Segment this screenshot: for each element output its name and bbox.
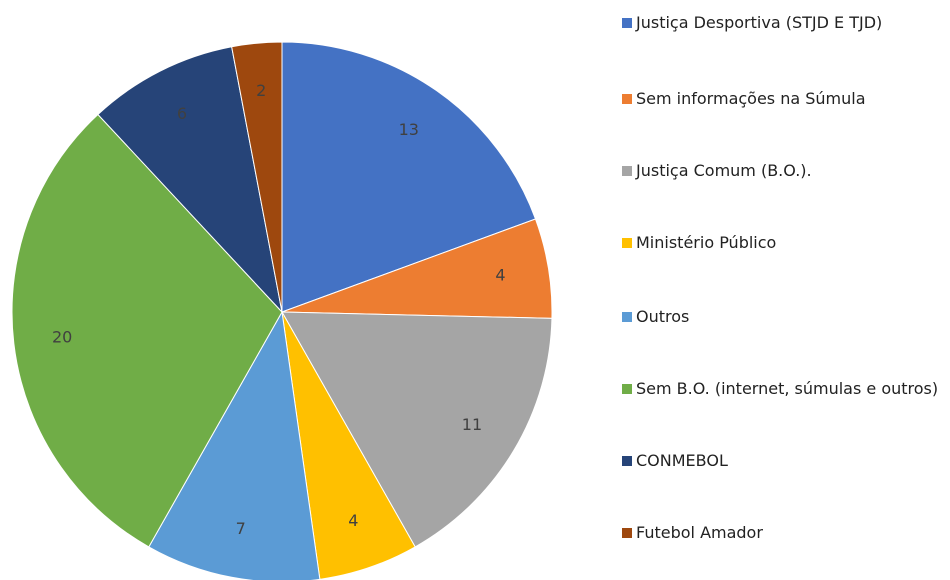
legend-swatch (622, 166, 632, 176)
pie-slice (97, 46, 283, 314)
legend-swatch (622, 456, 632, 466)
legend-item: Outros (622, 306, 940, 328)
legend-swatch (622, 94, 632, 104)
data-label: 4 (495, 265, 505, 284)
legend-item: Sem B.O. (internet, súmulas e outros) (622, 378, 940, 400)
legend-label: Justiça Comum (B.O.). (636, 161, 812, 180)
data-label: 13 (399, 120, 419, 139)
legend-item: Justiça Desportiva (STJD E TJD) (622, 12, 940, 34)
legend-item: Ministério Público (622, 232, 940, 254)
legend-item: Justiça Comum (B.O.). (622, 160, 940, 182)
legend-swatch (622, 312, 632, 322)
legend-item: Futebol Amador (622, 522, 940, 544)
legend-swatch (622, 18, 632, 28)
pie-slice (281, 311, 553, 548)
pie-slice (11, 113, 283, 548)
data-label: 20 (52, 327, 72, 346)
legend-swatch (622, 384, 632, 394)
legend-swatch (622, 528, 632, 538)
chart: 13 4 11 4 7 20 6 2 (11, 41, 553, 580)
legend-label: CONMEBOL (636, 451, 728, 470)
legend-label: Justiça Desportiva (STJD E TJD) (636, 13, 883, 32)
legend-label: Sem informações na Súmula (636, 89, 866, 108)
data-label: 6 (177, 104, 187, 123)
legend-label: Futebol Amador (636, 523, 763, 542)
pie-slice (231, 41, 283, 313)
pie-slice (148, 310, 321, 580)
legend-swatch (622, 238, 632, 248)
legend-label: Sem B.O. (internet, súmulas e outros) (636, 379, 939, 398)
data-label: 11 (462, 415, 482, 434)
pie-slice (281, 41, 537, 313)
legend-label: Outros (636, 307, 690, 326)
data-label: 4 (348, 511, 358, 530)
data-label: 7 (236, 519, 246, 538)
legend-item: CONMEBOL (622, 450, 940, 472)
data-label: 2 (256, 81, 266, 100)
legend-label: Ministério Público (636, 233, 777, 252)
legend-item: Sem informações na Súmula (622, 88, 940, 110)
